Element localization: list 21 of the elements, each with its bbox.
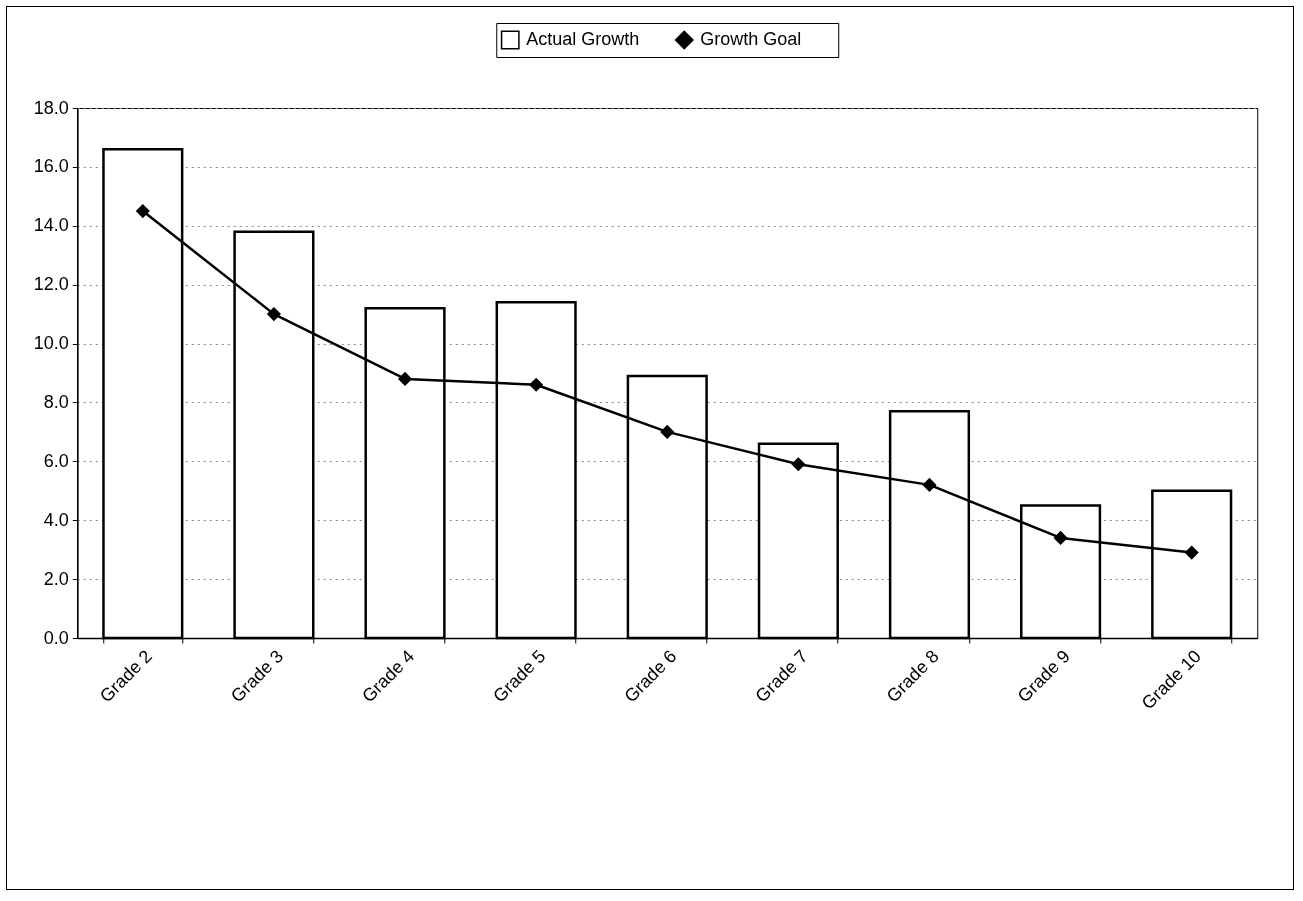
y-tick-label: 16.0 [33,156,69,177]
point [922,477,937,492]
point [791,457,806,472]
point [266,307,281,322]
y-tick-label: 14.0 [33,215,69,236]
y-tick-label: 2.0 [43,568,69,589]
legend-label: Actual Growth [526,29,640,49]
y-tick-label: 6.0 [43,450,69,471]
y-tick-label: 18.0 [33,97,69,118]
point [135,203,150,219]
point [529,377,544,392]
y-tick-label: 12.0 [33,274,69,295]
y-tick-label: 0.0 [43,627,69,648]
point [1053,530,1068,545]
point [397,371,413,386]
point [1184,545,1199,560]
y-tick-label: 4.0 [43,509,69,530]
point [660,424,675,439]
y-tick-label: 8.0 [43,391,69,412]
y-tick-label: 10.0 [33,333,69,354]
legend-label: Growth Goal [700,29,802,49]
